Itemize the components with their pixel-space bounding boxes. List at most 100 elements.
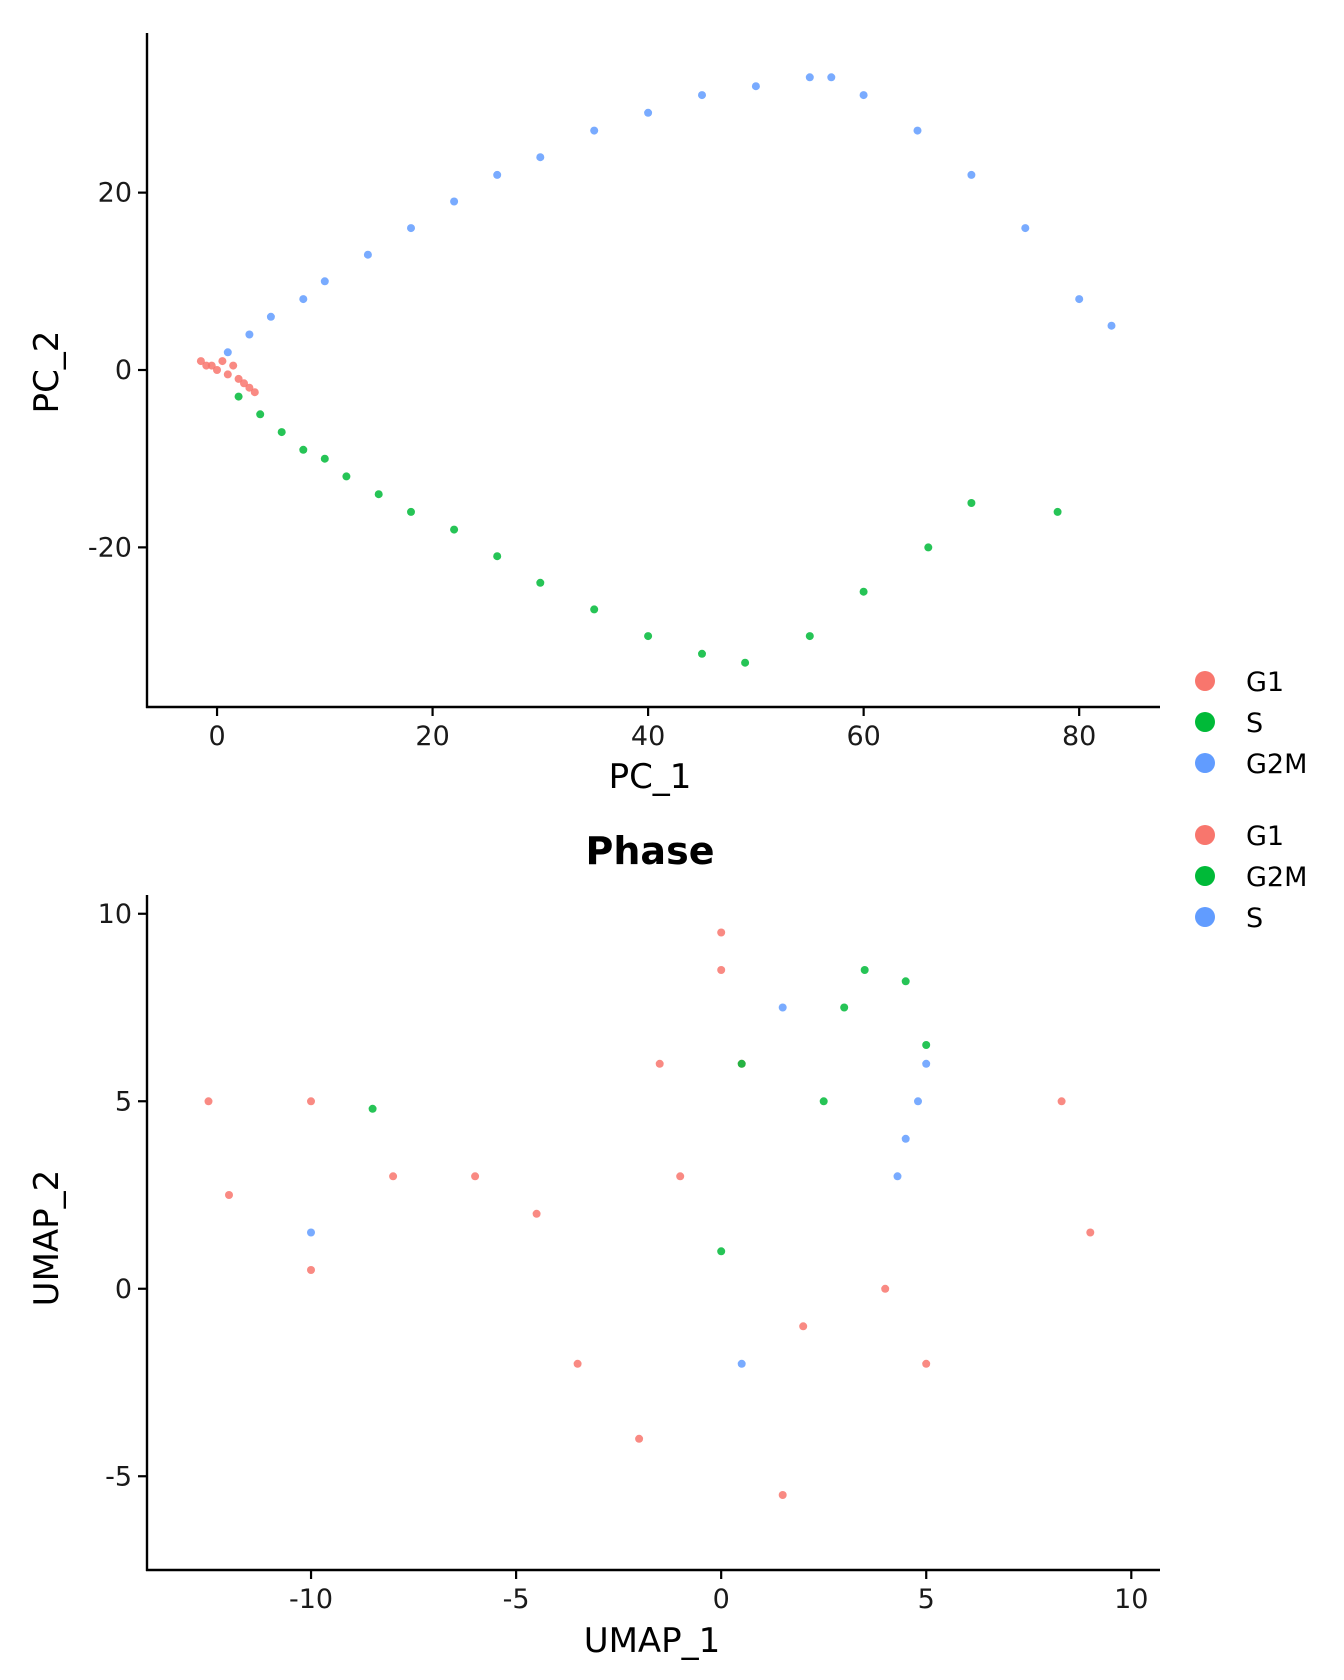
umap-legend: G1 G2M S xyxy=(1195,821,1307,934)
umap-point-g1-7 xyxy=(573,1359,582,1368)
umap-x-tick-label-2: 0 xyxy=(713,1584,730,1615)
pca-point-s-16 xyxy=(859,587,868,596)
umap-point-g2m-0 xyxy=(819,1097,828,1106)
umap-x-tick-label-0: -10 xyxy=(289,1584,333,1615)
pca-axes: 0 20 40 60 80 -20 0 20 xyxy=(88,33,1160,752)
umap-x-tick-label-1: -5 xyxy=(503,1584,530,1615)
pca-point-g2m-9 xyxy=(536,153,545,162)
umap-series-g1 xyxy=(204,928,1095,1499)
pca-point-g2m-16 xyxy=(859,91,868,100)
umap-y-tick-label-2: 5 xyxy=(115,1086,132,1117)
umap-x-tick-label-4: 10 xyxy=(1114,1584,1148,1615)
pca-point-s-12 xyxy=(644,632,653,641)
umap-point-g1-15 xyxy=(778,1491,787,1499)
pca-point-g2m-6 xyxy=(407,224,415,233)
pca-point-s-11 xyxy=(590,605,599,614)
umap-point-g2m-3 xyxy=(901,977,910,986)
pca-point-g2m-20 xyxy=(1075,295,1084,304)
umap-legend-key-s xyxy=(1195,907,1215,927)
pca-point-g1-5 xyxy=(245,383,254,392)
pca-y-tick-label-2: 20 xyxy=(98,178,132,209)
pca-point-s-1 xyxy=(256,410,265,419)
pca-y-axis-title: PC_2 xyxy=(27,331,67,414)
umap-point-g1-4 xyxy=(389,1172,398,1181)
pca-point-s-0 xyxy=(234,392,243,401)
pca-point-s-7 xyxy=(407,507,415,516)
pca-x-tick-label-4: 80 xyxy=(1062,721,1096,752)
pca-point-g2m-8 xyxy=(493,170,502,179)
pca-x-axis-title: PC_1 xyxy=(609,757,692,797)
pca-point-s-18 xyxy=(967,499,976,507)
pca-legend-key-g2m xyxy=(1195,753,1215,773)
umap-point-g2m-2 xyxy=(860,966,869,974)
umap-point-g1-9 xyxy=(717,966,726,974)
umap-point-g2m-7 xyxy=(737,1059,746,1068)
pca-point-s-9 xyxy=(493,552,502,561)
pca-point-s-17 xyxy=(924,543,933,552)
umap-point-g2m-1 xyxy=(840,1003,849,1012)
umap-legend-key-g1 xyxy=(1195,825,1215,845)
umap-point-g1-3 xyxy=(307,1266,315,1274)
pca-point-s-5 xyxy=(342,472,351,481)
pca-point-g2m-12 xyxy=(698,91,706,100)
pca-point-s-6 xyxy=(374,490,383,499)
pca-points xyxy=(196,73,1116,667)
umap-point-g1-13 xyxy=(881,1284,890,1293)
umap-point-g2m-5 xyxy=(368,1104,377,1113)
umap-point-s-0 xyxy=(893,1172,902,1181)
pca-legend-key-s xyxy=(1195,712,1215,732)
umap-y-tick-label-3: 10 xyxy=(98,899,132,930)
pca-panel: 0 20 40 60 80 -20 0 20 PC_1 PC_2 xyxy=(27,33,1160,797)
pca-x-tick-label-2: 40 xyxy=(631,721,665,752)
umap-point-g1-2 xyxy=(307,1097,315,1106)
umap-plot-title: Phase xyxy=(586,829,715,873)
umap-point-g1-19 xyxy=(1086,1228,1095,1237)
pca-series-g1 xyxy=(196,357,259,397)
umap-point-s-1 xyxy=(901,1134,910,1143)
umap-point-g1-17 xyxy=(655,1059,664,1068)
umap-point-s-3 xyxy=(922,1059,931,1068)
pca-point-g2m-21 xyxy=(1107,321,1116,330)
umap-point-g2m-4 xyxy=(922,1041,931,1049)
umap-point-g1-14 xyxy=(922,1359,931,1368)
umap-point-g1-5 xyxy=(471,1172,480,1181)
umap-points xyxy=(204,928,1095,1499)
pca-point-s-8 xyxy=(450,525,459,534)
pca-legend-label-g1: G1 xyxy=(1246,667,1284,698)
pca-point-s-10 xyxy=(536,578,545,587)
pca-point-g2m-11 xyxy=(644,108,653,117)
pca-point-g1-0 xyxy=(196,357,205,366)
pca-point-s-13 xyxy=(698,649,706,658)
pca-series-g2m xyxy=(223,73,1116,357)
umap-point-g1-1 xyxy=(225,1191,233,1199)
pca-legend-label-g2m: G2M xyxy=(1246,749,1307,780)
pca-x-tick-label-3: 60 xyxy=(846,721,880,752)
umap-y-tick-label-0: -5 xyxy=(105,1461,132,1492)
umap-point-g1-10 xyxy=(717,928,726,937)
pca-point-g2m-1 xyxy=(245,330,254,339)
pca-series-s xyxy=(234,392,1062,667)
umap-axes: -10 -5 0 5 10 -5 0 5 10 xyxy=(98,895,1160,1615)
pca-point-g1-6 xyxy=(250,388,259,397)
pca-point-g2m-10 xyxy=(590,126,599,135)
umap-point-g1-6 xyxy=(532,1209,541,1218)
pca-legend-key-g1 xyxy=(1195,671,1215,691)
umap-point-g1-8 xyxy=(676,1172,685,1181)
pca-point-s-2 xyxy=(277,428,286,437)
pca-point-s-4 xyxy=(320,454,329,463)
umap-legend-label-g1: G1 xyxy=(1246,821,1284,852)
pca-point-g2m-0 xyxy=(223,348,232,357)
pca-point-g1-2 xyxy=(213,366,221,374)
umap-point-s-4 xyxy=(778,1003,787,1012)
umap-y-tick-label-1: 0 xyxy=(115,1274,132,1305)
umap-point-g2m-6 xyxy=(717,1247,726,1256)
pca-point-s-3 xyxy=(299,445,308,454)
pca-x-tick-label-0: 0 xyxy=(208,721,225,752)
umap-point-s-5 xyxy=(307,1228,315,1237)
pca-point-g2m-3 xyxy=(299,295,308,304)
umap-legend-label-s: S xyxy=(1246,903,1263,934)
pca-point-g1-8 xyxy=(207,361,216,370)
umap-point-s-6 xyxy=(737,1359,746,1368)
umap-point-g1-18 xyxy=(1057,1097,1066,1106)
